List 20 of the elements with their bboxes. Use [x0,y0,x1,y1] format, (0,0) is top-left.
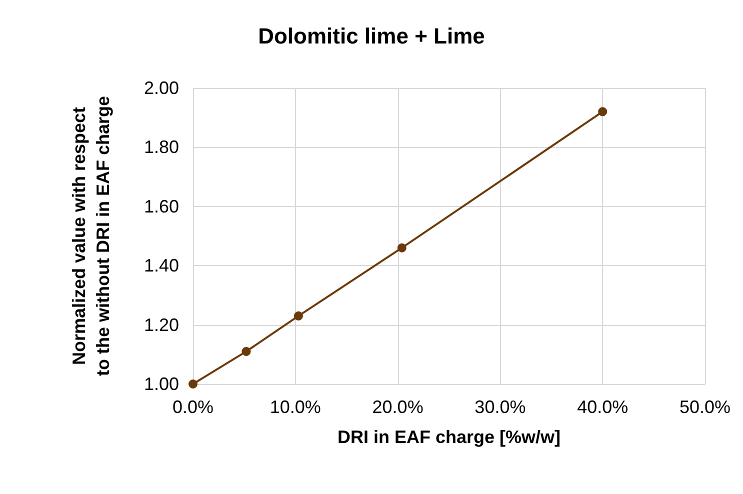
y-tick-label: 2.00 [144,78,179,98]
y-tick-label: 1.40 [144,256,179,276]
x-tick-label: 0.0% [172,397,214,417]
point [397,243,406,252]
point [598,107,608,116]
point [294,311,303,320]
y-tick-label: 1.20 [144,314,179,335]
x-tick-label: 20.0% [372,397,424,417]
x-tick-label: 40.0% [577,397,628,417]
x-axis-title: DRI in EAF charge [%w/w] [337,427,561,447]
point [242,346,251,356]
x-tick-label: 30.0% [474,397,526,417]
y-tick-label: 1.60 [144,196,179,216]
y-tick-label: 1.80 [144,137,179,158]
y-axis-title: Normalized value with respect to the without DRI in EAF charge [69,96,113,376]
x-tick-label: 10.0% [270,397,321,417]
y-tick-label: 1.00 [144,374,179,394]
chart-title: Dolomitic lime + Lime [258,24,485,48]
point [188,380,198,388]
x-tick-label: 50.0% [679,397,731,417]
